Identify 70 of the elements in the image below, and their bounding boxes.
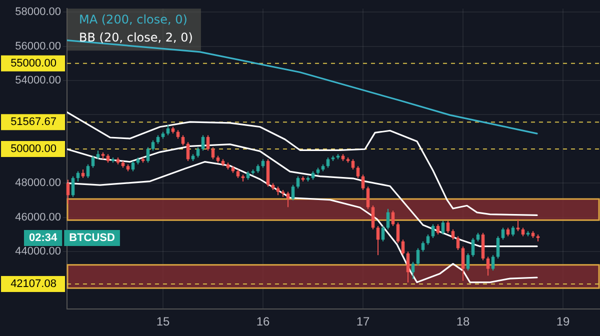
candlestick — [461, 246, 465, 282]
candlestick — [436, 224, 440, 236]
candlestick — [146, 146, 150, 164]
y-tick-label: 56000.00 — [15, 40, 61, 52]
candlestick — [266, 158, 270, 188]
candlestick — [511, 225, 515, 237]
series-label: MA (200, close, 0) — [79, 12, 188, 27]
candlestick — [406, 251, 410, 283]
y-tick-label: 44000.00 — [15, 246, 61, 258]
candlestick — [396, 222, 400, 244]
candlestick — [456, 236, 460, 250]
ref-line-label: 50000.00 — [10, 142, 56, 155]
ref-line-label: 51567.67 — [10, 116, 56, 128]
y-tick-label: 46000.00 — [15, 211, 61, 224]
candlestick — [416, 248, 420, 266]
candlestick — [401, 239, 405, 256]
candlestick — [131, 160, 135, 172]
text: 02:34 — [28, 232, 58, 244]
candlestick — [291, 184, 295, 201]
annotation: BTCUSD — [69, 232, 116, 244]
candlestick — [431, 224, 435, 238]
candlestick — [356, 166, 360, 179]
candlestick — [446, 220, 450, 234]
candlestick — [441, 220, 445, 236]
candlestick — [486, 256, 490, 276]
candlestick — [196, 146, 200, 158]
candlestick — [351, 158, 355, 170]
candlestick — [481, 232, 485, 261]
candlestick — [86, 164, 90, 179]
candlestick — [421, 240, 425, 252]
candlestick — [211, 146, 215, 160]
x-tick-label: 16 — [256, 314, 270, 329]
candlestick — [66, 179, 70, 204]
candlestick — [71, 176, 75, 198]
candlestick — [366, 186, 370, 210]
y-tick-label: 54000.00 — [15, 74, 61, 87]
text: BB (20, close, 2, 0) — [79, 30, 193, 45]
candlestick — [326, 157, 330, 168]
x-tick-label: 15 — [156, 314, 170, 329]
candlestick — [381, 225, 385, 242]
candlestick — [371, 204, 375, 230]
x-tick-label: 19 — [556, 314, 570, 329]
candlestick — [286, 191, 290, 208]
candlestick — [151, 140, 155, 152]
candlestick — [181, 134, 185, 146]
candlestick — [451, 228, 455, 240]
candlestick — [516, 218, 520, 232]
candlestick — [91, 155, 95, 168]
candlestick — [386, 208, 390, 230]
candlestick — [496, 236, 500, 260]
candlestick — [186, 142, 190, 162]
candlestick — [201, 134, 205, 152]
candlestick — [76, 170, 80, 182]
x-tick-label: 17 — [356, 314, 370, 329]
candlestick — [166, 124, 170, 136]
ref-line-label: 42107.08 — [10, 278, 56, 290]
y-tick-label: 58000.00 — [15, 6, 61, 18]
candlestick — [411, 261, 415, 280]
candlestick — [296, 176, 300, 189]
candlestick — [206, 134, 210, 152]
candlestick — [501, 227, 505, 240]
x-tick-label: 18 — [456, 314, 470, 329]
candlestick — [466, 252, 470, 271]
candlestick — [491, 254, 495, 271]
ref-line-label: 55000.00 — [10, 57, 56, 70]
y-tick-label: 48000.00 — [15, 177, 61, 190]
candlestick — [471, 237, 475, 258]
candlestick — [376, 225, 380, 256]
candlestick — [391, 210, 395, 226]
candlestick — [361, 174, 365, 191]
